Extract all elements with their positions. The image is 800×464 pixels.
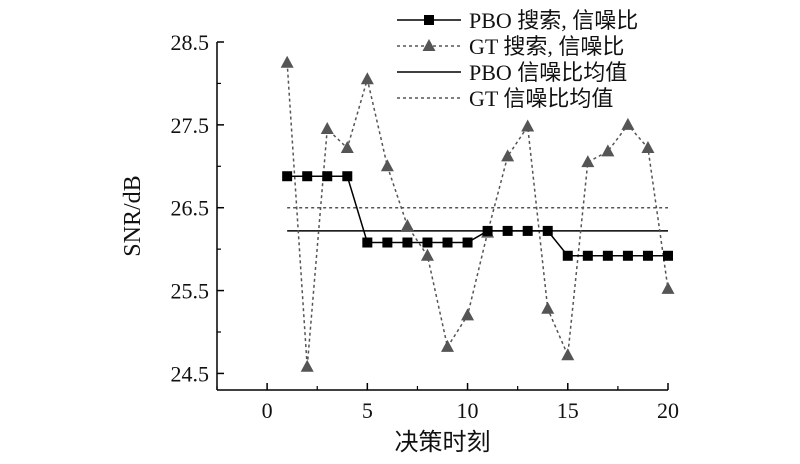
data-point-0 — [542, 225, 553, 236]
data-point-0 — [382, 237, 393, 248]
data-point-0 — [642, 250, 653, 261]
y-tick-label: 28.5 — [171, 30, 210, 55]
data-point-0 — [442, 237, 453, 248]
legend-marker — [424, 15, 434, 25]
data-point-0 — [482, 225, 493, 236]
data-point-1 — [300, 359, 314, 372]
x-tick-label: 0 — [262, 398, 273, 423]
series-line-0 — [287, 175, 668, 257]
data-point-1 — [521, 119, 535, 132]
data-point-1 — [420, 248, 434, 261]
data-point-0 — [602, 250, 613, 261]
data-point-1 — [320, 122, 334, 134]
data-point-0 — [502, 225, 513, 236]
data-point-1 — [280, 55, 294, 68]
data-point-0 — [302, 171, 313, 182]
data-point-0 — [362, 237, 373, 248]
data-point-1 — [661, 281, 675, 294]
data-point-0 — [422, 237, 433, 248]
y-axis-title: SNR/dB — [120, 175, 146, 256]
data-point-1 — [621, 117, 635, 130]
legend-label: GT 信噪比均值 — [469, 86, 613, 111]
data-point-1 — [581, 155, 595, 168]
data-point-0 — [663, 250, 673, 261]
data-point-0 — [562, 250, 573, 261]
y-tick-label: 24.5 — [171, 361, 210, 386]
data-point-1 — [380, 159, 394, 172]
data-point-1 — [601, 144, 615, 157]
x-axis-title: 决策时刻 — [395, 429, 491, 456]
y-tick-label: 25.5 — [171, 279, 210, 304]
data-point-1 — [541, 301, 555, 314]
data-point-1 — [340, 141, 354, 154]
data-point-1 — [360, 72, 374, 85]
data-point-1 — [400, 218, 414, 231]
legend-label: PBO 信噪比均值 — [469, 60, 627, 85]
data-point-1 — [641, 141, 655, 154]
data-point-0 — [402, 237, 413, 248]
data-point-0 — [582, 250, 593, 261]
legend-marker — [422, 39, 436, 51]
plot-area: 24.5 25.5 26.5 27.5 28.5 0 5 10 15 20 — [171, 30, 680, 423]
data-point-1 — [461, 308, 475, 321]
data-point-0 — [322, 171, 333, 182]
data-point-0 — [342, 171, 353, 182]
x-tick-label: 5 — [362, 398, 373, 423]
data-point-1 — [441, 339, 455, 352]
data-point-1 — [561, 348, 575, 361]
data-point-0 — [282, 171, 293, 182]
data-point-1 — [501, 149, 515, 162]
x-tick-label: 10 — [457, 398, 479, 423]
x-tick-label: 15 — [557, 398, 579, 423]
y-tick-label: 26.5 — [171, 196, 210, 221]
legend-label: GT 搜索, 信噪比 — [469, 34, 624, 59]
legend-label: PBO 搜索, 信噪比 — [469, 8, 638, 33]
data-point-0 — [462, 237, 473, 248]
data-point-0 — [622, 250, 633, 261]
x-tick-label: 20 — [657, 398, 679, 423]
y-tick-label: 27.5 — [171, 113, 210, 138]
data-point-0 — [522, 225, 533, 236]
